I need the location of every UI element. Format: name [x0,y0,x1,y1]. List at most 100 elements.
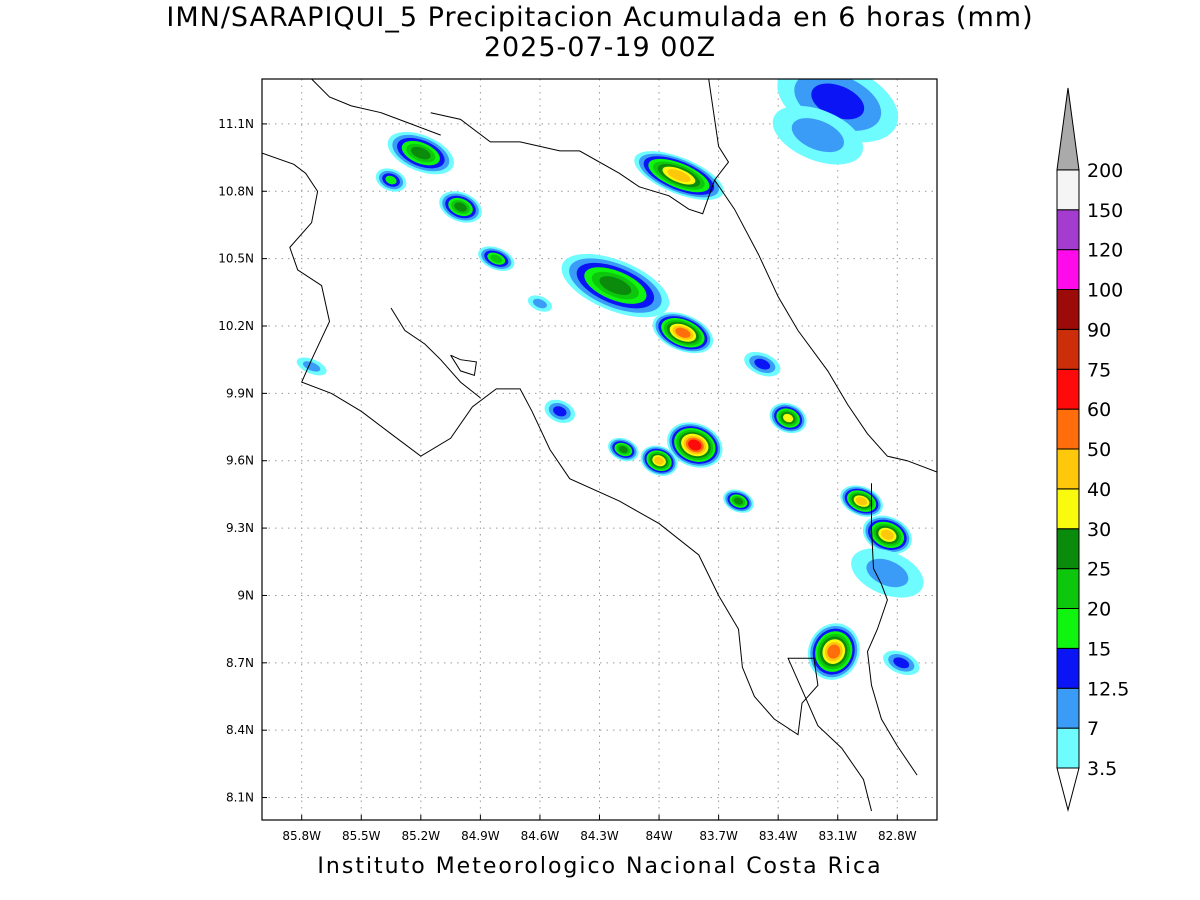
precip-cell [544,399,576,423]
colorbar-label: 150 [1087,200,1123,222]
precip-cell [744,351,781,377]
colorbar-swatch [1056,647,1080,689]
precip-cell [375,168,407,192]
coastline-coast [262,152,872,812]
precip-contour [302,361,321,372]
x-tick-label: 82.8W [878,829,917,843]
precip-contour [553,406,567,417]
precip-contour [688,439,702,451]
coastlines [262,79,937,812]
precip-contour [791,118,844,153]
precip-cell [723,489,754,513]
colorbar-label: 7 [1087,718,1099,740]
footer-credit: Instituto Meteorologico Nacional Costa R… [317,854,883,879]
x-tick-label: 85.8W [282,829,321,843]
precip-contour [618,446,628,453]
colorbar-label: 40 [1087,479,1111,501]
precip-cell [527,295,553,312]
precip-contour [893,657,910,669]
precip-cell [634,151,724,200]
colorbar-label: 30 [1087,519,1111,541]
colorbar-swatch [1056,448,1080,490]
precip-contour [454,202,467,212]
precip-contour [866,558,909,588]
precip-contour [411,146,431,160]
colorbar-arrow-min [1056,767,1080,812]
chart-subtitle: 2025-07-19 00Z [483,32,717,63]
colorbar-label: 120 [1087,240,1123,262]
colorbar-label: 15 [1087,638,1111,660]
precip-contour [733,497,744,505]
x-tick-label: 84.3W [580,829,619,843]
x-tick-label: 84W [645,829,672,843]
precip-contour [532,298,547,309]
colorbar-swatch [1056,568,1080,609]
colorbar-label: 20 [1087,599,1111,621]
coastline-nicaragua-border [311,79,441,136]
colorbar-swatch [1056,289,1080,330]
colorbar-swatch [1056,608,1080,649]
colorbar-label: 3.5 [1087,758,1117,780]
colorbar-label: 200 [1087,160,1123,182]
precip-contour [811,83,865,120]
y-tick-label: 10.2N [218,319,254,333]
x-tick-label: 83.4W [759,829,798,843]
y-tick-label: 9.3N [226,521,254,535]
precip-field [296,79,924,680]
colorbar-label: 25 [1087,559,1111,581]
colorbar-label: 100 [1087,280,1123,302]
precip-contour [880,529,894,540]
y-tick-label: 9N [237,588,254,602]
x-tick-label: 84.9W [461,829,500,843]
precip-cell [478,246,515,271]
precip-contour [599,276,632,295]
x-tick-label: 83.1W [818,829,857,843]
y-tick-label: 8.4N [226,723,254,737]
precip-contour [827,644,841,659]
y-tick-label: 8.1N [226,791,254,805]
colorbar-swatch [1056,169,1080,211]
grid-lines [262,79,937,820]
chart-title: IMN/SARAPIQUI_5 Precipitacion Acumulada … [166,2,1034,33]
x-axis-ticks: 85.8W 85.5W 85.2W 84.9W 84.6W 84.3W 84W 83.7W 83… [282,815,917,843]
precip-cell [769,402,807,434]
coastline-coast-north [430,79,730,215]
precip-cell [883,650,920,676]
colorbar-label: 12.5 [1087,678,1129,700]
precip-contour [782,413,794,423]
colorbar-arrow-max [1056,87,1080,171]
colorbar-label: 50 [1087,439,1111,461]
precip-cell [387,131,454,175]
colorbar-swatch [1056,328,1080,370]
y-tick-label: 9.9N [226,386,254,400]
y-tick-label: 9.6N [226,454,254,468]
colorbar-swatch [1056,528,1080,570]
precip-cell [561,253,670,318]
colorbar-swatch [1056,488,1080,530]
colorbar-label: 75 [1087,359,1111,381]
y-tick-label: 10.8N [218,184,254,198]
colorbar: 3.5 7 12.5 15 20 25 30 40 50 60 75 90 100 120 150 200 [1056,87,1129,812]
y-tick-label: 8.7N [226,656,254,670]
precip-cell [851,548,924,598]
colorbar-swatch [1056,209,1080,251]
precip-cell [772,105,864,165]
coastline-caribbean-coast [714,179,937,473]
precip-cell [667,422,723,468]
precip-contour [855,497,868,506]
coastline-gulf-shore [390,307,481,399]
precip-cell [296,357,327,376]
precip-contour [675,327,691,338]
colorbar-swatch [1056,727,1080,769]
y-tick-label: 11.1N [218,117,254,131]
colorbar-swatch [1056,408,1080,450]
colorbar-swatch [1056,687,1080,729]
precip-contour [667,169,691,182]
colorbar-label: 90 [1087,319,1111,341]
x-tick-label: 84.6W [521,829,560,843]
precip-cell [608,437,639,462]
colorbar-label: 60 [1087,399,1111,421]
precip-cell [640,445,678,476]
x-tick-label: 85.2W [402,829,441,843]
precip-contour [490,254,503,263]
